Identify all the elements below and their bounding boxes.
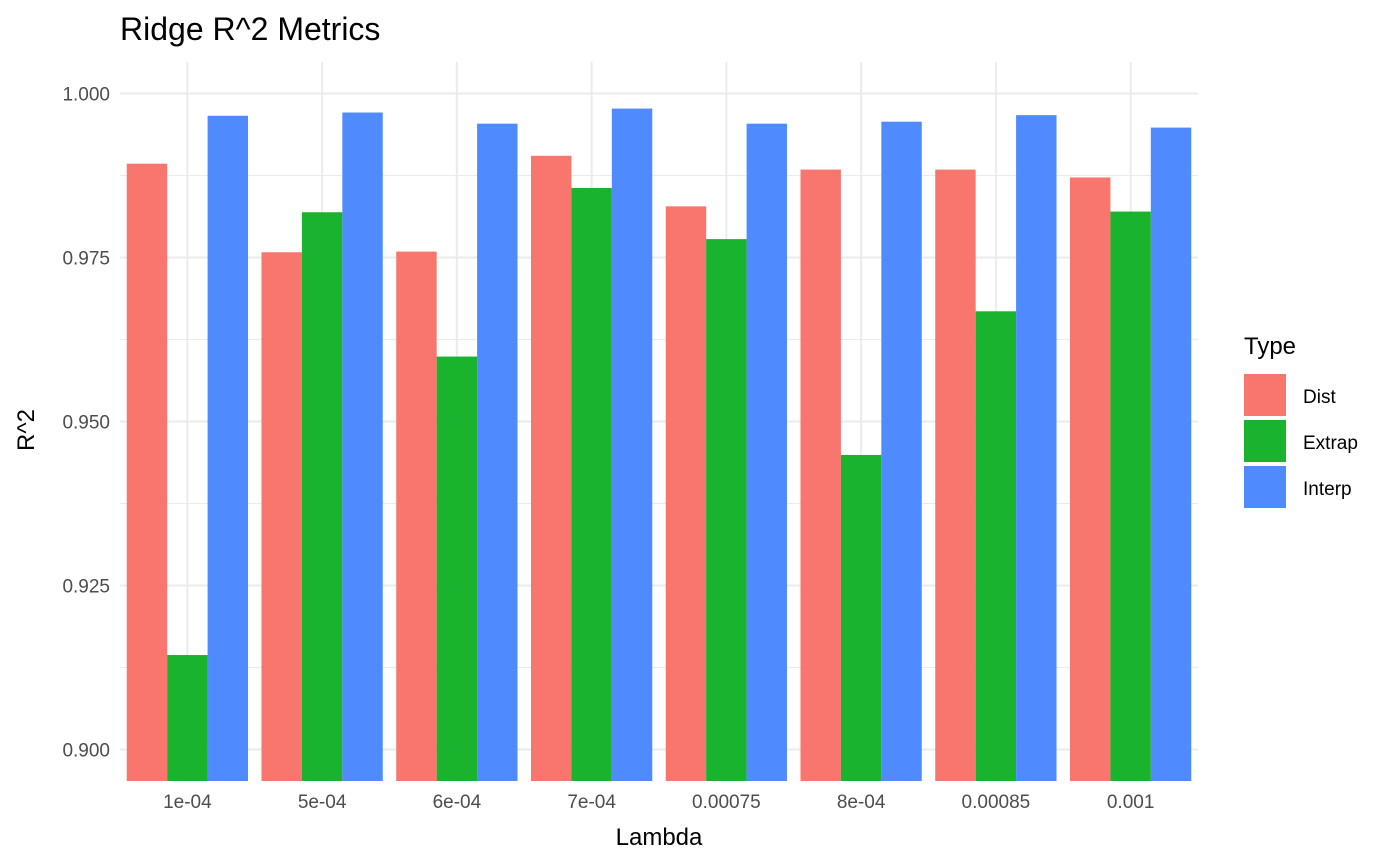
- bar-dist: [935, 169, 976, 781]
- y-tick-label: 0.925: [62, 577, 110, 598]
- bar-interp: [342, 112, 383, 782]
- bar-interp: [1016, 115, 1057, 782]
- bar-extrap: [975, 311, 1017, 781]
- bar-extrap: [840, 454, 882, 781]
- bar-dist: [1069, 177, 1111, 782]
- bar-extrap: [571, 187, 612, 782]
- x-tick-label: 0.00085: [962, 792, 1031, 813]
- y-axis-title: R^2: [13, 409, 40, 451]
- bar-dist: [126, 163, 168, 781]
- x-axis-ticks: 1e-04 5e-04 6e-04 7e-04 0.00075 8e-04 0.00085 0…: [163, 792, 1154, 813]
- legend: Type Dist Extrap Interp: [1244, 333, 1358, 508]
- legend-label: Interp: [1303, 479, 1352, 500]
- bar-interp: [477, 123, 518, 781]
- x-tick-label: 8e-04: [837, 792, 886, 813]
- bar-extrap: [167, 655, 208, 781]
- bar-extrap: [436, 356, 478, 781]
- x-tick-label: 0.001: [1107, 792, 1155, 813]
- bar-dist: [396, 251, 437, 781]
- bar-interp: [207, 115, 249, 781]
- legend-key-dist: [1244, 374, 1286, 416]
- bar-extrap: [301, 212, 343, 782]
- bar-dist: [800, 169, 841, 781]
- x-tick-label: 0.00075: [692, 792, 761, 813]
- bar-interp: [881, 121, 922, 781]
- x-axis-title: Lambda: [616, 824, 703, 851]
- chart-title: Ridge R^2 Metrics: [120, 11, 380, 47]
- x-tick-label: 5e-04: [298, 792, 347, 813]
- bar-interp: [1150, 127, 1192, 782]
- x-tick-label: 7e-04: [567, 792, 616, 813]
- legend-title: Type: [1244, 333, 1296, 360]
- y-axis-ticks: 0.900 0.925 0.950 0.975 1.000: [62, 84, 110, 761]
- legend-key-extrap: [1244, 420, 1286, 462]
- y-tick-label: 0.975: [62, 248, 110, 269]
- bar-extrap: [706, 239, 747, 781]
- bar-dist: [665, 206, 707, 781]
- y-tick-label: 0.900: [62, 741, 110, 762]
- x-tick-label: 6e-04: [433, 792, 482, 813]
- legend-label: Extrap: [1303, 433, 1358, 454]
- bar-dist: [530, 155, 572, 781]
- legend-key-interp: [1244, 466, 1286, 508]
- legend-label: Dist: [1303, 387, 1336, 408]
- bar-interp: [611, 108, 653, 781]
- y-tick-label: 0.950: [62, 413, 110, 434]
- bar-interp: [746, 123, 788, 781]
- y-tick-label: 1.000: [62, 84, 110, 105]
- bar-dist: [261, 252, 302, 782]
- bar-extrap: [1110, 211, 1151, 781]
- bars: [126, 108, 1192, 782]
- x-tick-label: 1e-04: [163, 792, 212, 813]
